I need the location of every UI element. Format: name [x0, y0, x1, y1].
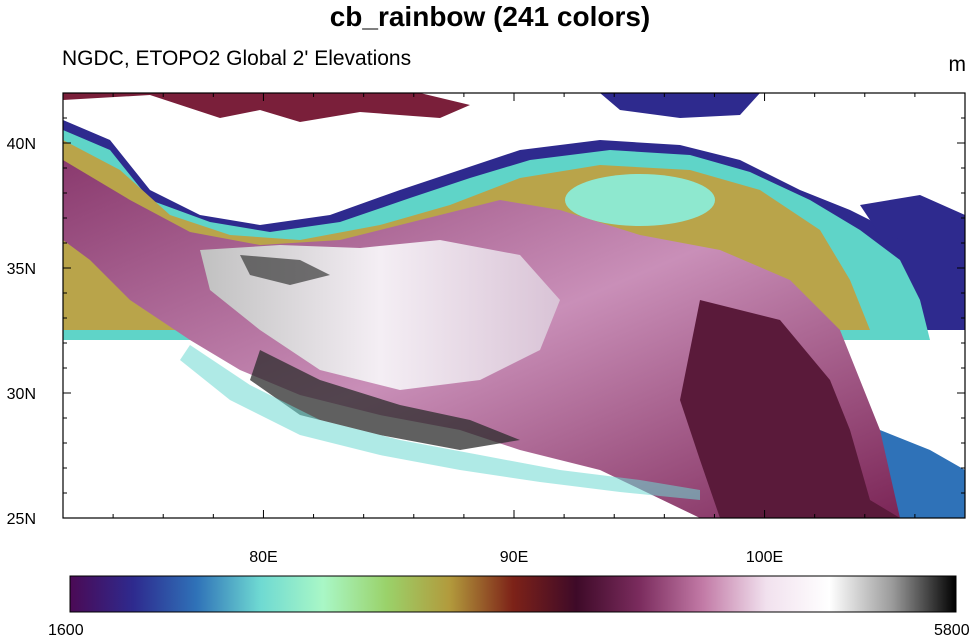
dataset-subtitle: NGDC, ETOPO2 Global 2' Elevations: [62, 47, 412, 70]
y-tick-label: 35N: [7, 261, 36, 278]
y-tick-label: 40N: [7, 136, 36, 153]
x-tick-label: 90E: [500, 549, 528, 566]
y-tick-label: 30N: [7, 386, 36, 403]
colorbar-max-label: 5800: [934, 622, 970, 639]
terrain-layer: [63, 93, 965, 518]
units-label: m: [948, 53, 967, 76]
y-tick-label: 25N: [7, 511, 36, 528]
colorbar: [69, 575, 957, 613]
axis-ticks: 80E 90E 100E 40N 35N 30N 25N: [7, 92, 966, 566]
x-tick-label: 100E: [746, 549, 783, 566]
x-tick-label: 80E: [249, 549, 277, 566]
colorbar-min-label: 1600: [48, 622, 84, 639]
chart-title: cb_rainbow (241 colors): [329, 1, 651, 32]
